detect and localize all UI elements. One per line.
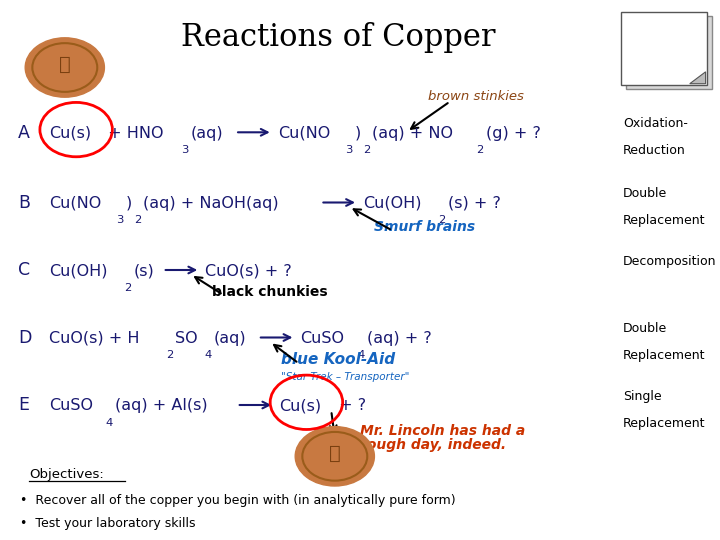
Text: (g) + ?: (g) + ? (486, 126, 541, 141)
Circle shape (25, 38, 104, 97)
Text: (aq): (aq) (214, 331, 246, 346)
Text: (aq): (aq) (191, 126, 223, 141)
Text: Replacement: Replacement (623, 214, 706, 227)
Text: B: B (18, 194, 30, 212)
Text: 3: 3 (345, 145, 352, 155)
Text: CuO(s) + H: CuO(s) + H (49, 331, 140, 346)
Text: ): ) (126, 196, 132, 211)
Text: 4: 4 (204, 350, 212, 360)
Text: brown stinkies: brown stinkies (428, 90, 524, 103)
Circle shape (295, 427, 374, 486)
Text: CuSO: CuSO (49, 399, 93, 414)
Text: Cu(OH): Cu(OH) (363, 196, 421, 211)
Text: •  Test your laboratory skills: • Test your laboratory skills (20, 516, 196, 530)
Text: Reactions of Copper: Reactions of Copper (181, 22, 495, 53)
FancyBboxPatch shape (621, 12, 707, 85)
Text: Decomposition: Decomposition (623, 254, 716, 268)
Text: 4: 4 (357, 350, 364, 360)
Text: + ?: + ? (333, 399, 366, 414)
Text: Cu(NO: Cu(NO (49, 196, 102, 211)
Text: Double: Double (623, 187, 667, 200)
Text: + HNO: + HNO (103, 126, 164, 141)
Text: Reduction: Reduction (623, 144, 685, 157)
Text: 2: 2 (125, 282, 132, 293)
Text: 2: 2 (134, 215, 141, 225)
Text: 3: 3 (181, 145, 189, 155)
FancyBboxPatch shape (626, 16, 712, 89)
Text: Smurf brains: Smurf brains (374, 220, 475, 234)
Polygon shape (690, 72, 706, 84)
Text: (s) + ?: (s) + ? (448, 196, 500, 211)
Text: (aq) + ?: (aq) + ? (366, 331, 431, 346)
Text: Cu(NO: Cu(NO (278, 126, 330, 141)
Text: Copy of: Copy of (631, 30, 670, 40)
Text: Objectives:: Objectives: (29, 468, 104, 481)
Text: (s): (s) (134, 264, 155, 279)
Text: CuSO: CuSO (300, 331, 344, 346)
Text: Oxidation-: Oxidation- (623, 117, 688, 130)
Text: E: E (18, 396, 29, 414)
Text: Cu(OH): Cu(OH) (49, 264, 107, 279)
Text: 2: 2 (363, 145, 370, 155)
Text: Cu(s): Cu(s) (49, 126, 91, 141)
Text: Replacement: Replacement (623, 416, 706, 430)
Text: Mr. Lincoln has had a: Mr. Lincoln has had a (360, 424, 526, 438)
Text: "Star Trek – Transporter": "Star Trek – Transporter" (281, 372, 409, 382)
Text: Single: Single (623, 389, 662, 403)
Text: 2: 2 (477, 145, 484, 155)
Text: (aq) + Al(s): (aq) + Al(s) (115, 399, 207, 414)
Text: Double: Double (623, 322, 667, 335)
Text: 2: 2 (438, 215, 446, 225)
Text: A: A (18, 124, 30, 141)
Text: Cu(s): Cu(s) (279, 399, 321, 414)
Text: Replacement: Replacement (623, 349, 706, 362)
Text: 4: 4 (106, 417, 113, 428)
Text: 👤: 👤 (59, 55, 71, 75)
Text: rough day, indeed.: rough day, indeed. (360, 438, 506, 453)
Text: 👤: 👤 (329, 444, 341, 463)
Text: blue Kool-Aid: blue Kool-Aid (281, 353, 395, 368)
Text: •  Recover all of the copper you begin with (in analytically pure form): • Recover all of the copper you begin wi… (20, 494, 456, 507)
Text: D: D (18, 329, 32, 347)
Text: SO: SO (175, 331, 198, 346)
Text: CuO(s) + ?: CuO(s) + ? (205, 264, 292, 279)
Text: Lab: Lab (637, 51, 660, 64)
Text: (aq) + NO: (aq) + NO (372, 126, 453, 141)
Text: black chunkies: black chunkies (212, 285, 328, 299)
Text: ): ) (354, 126, 361, 141)
Text: C: C (18, 261, 30, 279)
Text: 2: 2 (166, 350, 173, 360)
Text: 3: 3 (117, 215, 124, 225)
Text: (aq) + NaOH(aq): (aq) + NaOH(aq) (143, 196, 279, 211)
